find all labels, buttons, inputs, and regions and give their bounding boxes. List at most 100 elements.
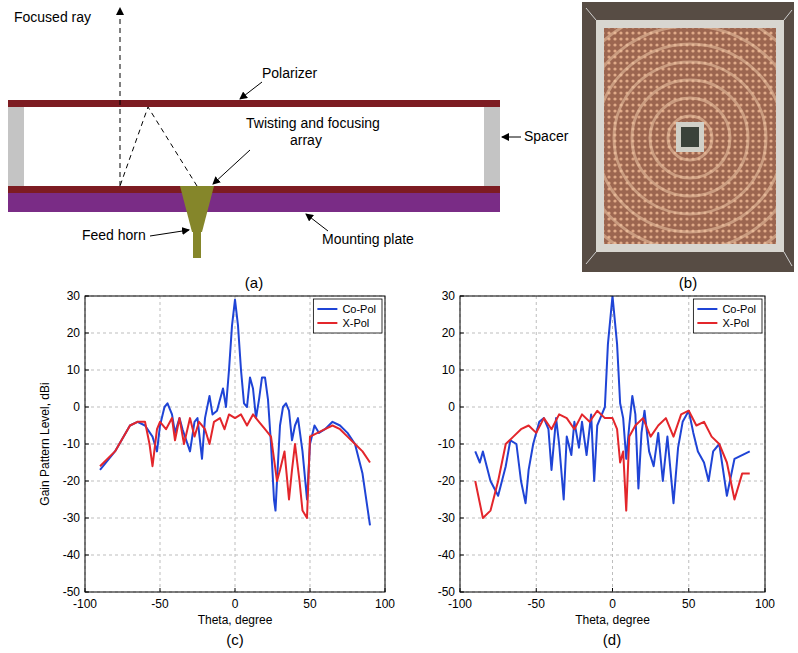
legend-swatch bbox=[697, 322, 717, 324]
chart: -100-50050100-50-40-30-20-100102030Theta… bbox=[438, 289, 776, 627]
grid-line bbox=[460, 518, 765, 519]
tick-label: -20 bbox=[438, 474, 456, 488]
tick-mark bbox=[460, 370, 464, 371]
legend-swatch bbox=[697, 308, 717, 310]
array-plate bbox=[8, 186, 500, 193]
legend-label: Co-Pol bbox=[342, 303, 376, 315]
tick-mark bbox=[310, 588, 311, 592]
legend-label: X-Pol bbox=[342, 317, 369, 329]
label-line: Twisting and focusing bbox=[246, 115, 380, 131]
tick-mark bbox=[536, 588, 537, 592]
tick-label: 0 bbox=[73, 400, 80, 414]
photo-wire bbox=[586, 252, 596, 264]
diagram: Focused ray Polarizer Twisting and focusin… bbox=[8, 8, 569, 258]
photo-ring bbox=[604, 28, 776, 244]
panel-label: (d) bbox=[603, 631, 621, 648]
label-polarizer: Polarizer bbox=[262, 65, 318, 81]
chart: -100-50050100-50-40-30-20-100102030Theta… bbox=[38, 289, 395, 627]
legend-label: X-Pol bbox=[722, 317, 749, 329]
arrow-mounting-plate bbox=[306, 214, 328, 231]
grid-line bbox=[85, 407, 385, 408]
plot-frame bbox=[85, 296, 385, 592]
tick-label: -50 bbox=[63, 585, 81, 599]
grid-line bbox=[85, 555, 385, 556]
grid-line bbox=[460, 481, 765, 482]
legend-swatch bbox=[317, 308, 337, 310]
panel-label: (b) bbox=[679, 274, 697, 291]
tick-label: -100 bbox=[448, 597, 472, 611]
photo-rings bbox=[604, 28, 776, 244]
tick-label: 20 bbox=[67, 326, 81, 340]
tick-label: -40 bbox=[63, 548, 81, 562]
tick-label: -30 bbox=[438, 511, 456, 525]
label-array: Twisting and focusingarray bbox=[246, 115, 380, 148]
spacer-left bbox=[8, 107, 24, 186]
spacer-right bbox=[484, 107, 500, 186]
tick-mark bbox=[460, 407, 464, 408]
tick-label: -50 bbox=[528, 597, 546, 611]
photo-ring bbox=[604, 28, 776, 244]
series-line bbox=[475, 411, 750, 518]
tick-mark bbox=[460, 555, 464, 556]
axis-title: Theta, degree bbox=[198, 613, 273, 627]
tick-label: -10 bbox=[63, 437, 81, 451]
photo bbox=[542, 0, 798, 286]
plot-background bbox=[85, 296, 385, 592]
axis-title: Theta, degree bbox=[575, 613, 650, 627]
photo-ring bbox=[632, 80, 748, 196]
tick-label: 20 bbox=[442, 326, 456, 340]
tick-mark bbox=[160, 588, 161, 592]
plot-frame bbox=[460, 296, 765, 592]
tick-label: -100 bbox=[73, 597, 97, 611]
tick-mark bbox=[85, 370, 89, 371]
grid-line bbox=[460, 555, 765, 556]
plot-background bbox=[460, 296, 765, 592]
polarizer-plate bbox=[8, 100, 500, 107]
photo-ring bbox=[668, 116, 712, 160]
label-mounting-plate: Mounting plate bbox=[322, 231, 414, 247]
photo-ring bbox=[614, 62, 766, 214]
tick-mark bbox=[460, 481, 464, 482]
legend: Co-Pol X-Pol bbox=[693, 299, 762, 333]
arrow-array bbox=[213, 150, 250, 184]
tick-label: 50 bbox=[682, 597, 696, 611]
grid-line bbox=[536, 296, 537, 592]
label-line: array bbox=[290, 132, 322, 148]
photo-wire bbox=[586, 8, 596, 20]
photo-wire bbox=[784, 10, 792, 20]
label-feed-horn: Feed horn bbox=[82, 227, 146, 243]
photo-center bbox=[681, 127, 699, 147]
tick-mark bbox=[85, 555, 89, 556]
legend: Co-Pol X-Pol bbox=[313, 299, 382, 333]
label-spacer: Spacer bbox=[524, 128, 569, 144]
tick-label: 100 bbox=[755, 597, 775, 611]
tick-label: 0 bbox=[448, 400, 455, 414]
axis-title: Gain Pattern Level, dBi bbox=[38, 382, 52, 505]
tick-label: -20 bbox=[63, 474, 81, 488]
photo-ring bbox=[650, 98, 730, 178]
tick-label: -50 bbox=[151, 597, 169, 611]
photo-center-frame bbox=[676, 122, 704, 152]
tick-label: 100 bbox=[375, 597, 395, 611]
legend-label: Co-Pol bbox=[722, 303, 756, 315]
tick-mark bbox=[612, 588, 613, 592]
tick-label: 30 bbox=[67, 289, 81, 303]
series-line bbox=[100, 300, 370, 526]
tick-mark bbox=[235, 588, 236, 592]
tick-label: -10 bbox=[438, 437, 456, 451]
tick-mark bbox=[85, 481, 89, 482]
photo-frame bbox=[596, 20, 784, 252]
tick-label: 0 bbox=[232, 597, 239, 611]
arrow-spacer bbox=[502, 137, 521, 138]
grid-line bbox=[85, 370, 385, 371]
tick-mark bbox=[85, 444, 89, 445]
tick-mark bbox=[85, 407, 89, 408]
tick-label: 10 bbox=[442, 363, 456, 377]
photo-background bbox=[582, 2, 794, 272]
tick-label: -40 bbox=[438, 548, 456, 562]
label-focused-ray: Focused ray bbox=[14, 9, 91, 25]
legend-box bbox=[693, 299, 762, 333]
arrow-feed-horn bbox=[150, 230, 189, 236]
tick-mark bbox=[688, 588, 689, 592]
tick-label: 0 bbox=[609, 597, 616, 611]
